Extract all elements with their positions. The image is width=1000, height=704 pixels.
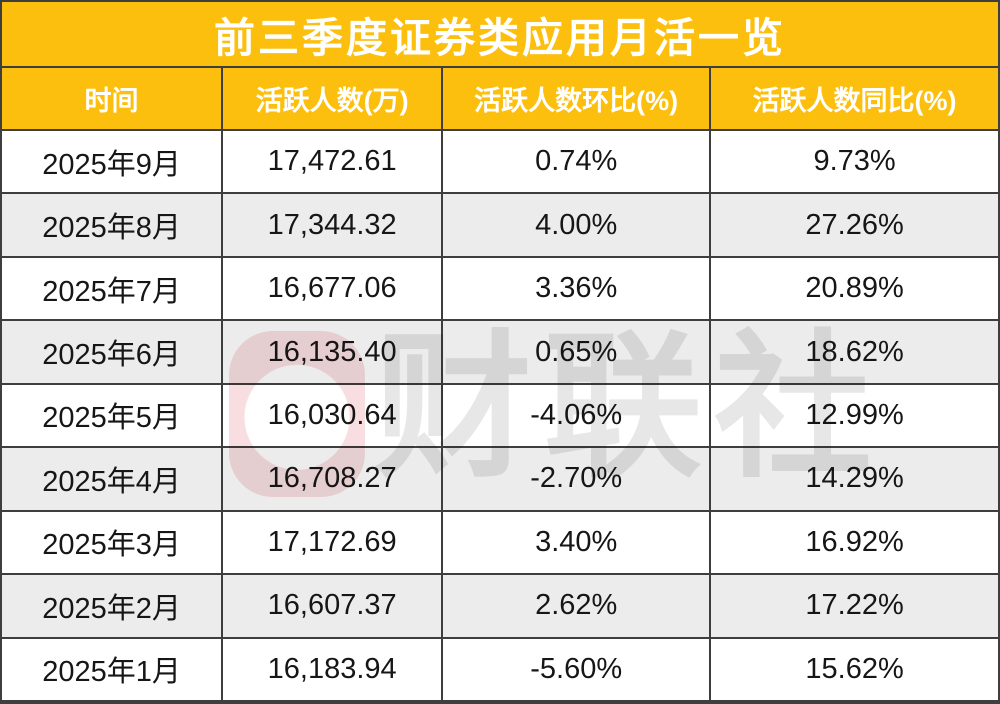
cell-mom: -4.06% xyxy=(443,384,712,447)
column-header-active: 活跃人数(万) xyxy=(223,68,444,129)
table-row: 2025年5月 16,030.64 -4.06% 12.99% xyxy=(2,384,998,449)
cell-mom: 3.36% xyxy=(443,257,712,320)
table-header-row: 时间 活跃人数(万) 活跃人数环比(%) 活跃人数同比(%) xyxy=(2,68,998,131)
cell-mom: 4.00% xyxy=(443,194,712,256)
table-row: 2025年1月 16,183.94 -5.60% 15.62% xyxy=(2,638,998,702)
cell-time: 2025年9月 xyxy=(2,131,224,193)
cell-time: 2025年6月 xyxy=(2,321,224,383)
cell-time: 2025年3月 xyxy=(2,511,224,574)
cell-active: 16,183.94 xyxy=(223,638,444,700)
cell-yoy: 27.26% xyxy=(805,208,904,241)
table-row: 2025年6月 16,135.40 0.65% 18.62% xyxy=(2,321,998,385)
table-row: 2025年3月 17,172.69 3.40% 16.92% xyxy=(2,511,998,576)
cell-yoy: 14.29% xyxy=(805,462,904,495)
cell-yoy: 12.99% xyxy=(805,398,904,431)
cell-yoy: 20.89% xyxy=(805,272,904,305)
cell-active: 17,472.61 xyxy=(223,131,444,193)
cell-time: 2025年4月 xyxy=(2,448,224,510)
cell-time: 2025年5月 xyxy=(2,384,224,447)
table-row: 2025年2月 16,607.37 2.62% 17.22% xyxy=(2,575,998,639)
cell-yoy: 16.92% xyxy=(805,525,904,558)
cell-active: 17,172.69 xyxy=(223,511,444,574)
cell-yoy: 18.62% xyxy=(805,335,904,368)
column-header-time: 时间 xyxy=(2,68,224,129)
cell-yoy: 17.22% xyxy=(805,589,904,622)
cell-time: 2025年1月 xyxy=(2,638,224,700)
column-header-mom: 活跃人数环比(%) xyxy=(443,68,712,129)
table-row: 2025年9月 17,472.61 0.74% 9.73% xyxy=(2,131,998,195)
cell-active: 16,030.64 xyxy=(223,384,444,447)
cell-mom: 0.65% xyxy=(443,321,712,383)
cell-active: 16,708.27 xyxy=(223,448,444,510)
table-row: 2025年4月 16,708.27 -2.70% 14.29% xyxy=(2,448,998,512)
cell-mom: 0.74% xyxy=(443,131,712,193)
cell-mom: 2.62% xyxy=(443,575,712,637)
table-title: 前三季度证券类应用月活一览 xyxy=(2,2,998,68)
cell-active: 16,677.06 xyxy=(223,257,444,320)
cell-active: 16,135.40 xyxy=(223,321,444,383)
table-row: 2025年8月 17,344.32 4.00% 27.26% xyxy=(2,194,998,258)
cell-mom: -2.70% xyxy=(443,448,712,510)
cell-yoy: 9.73% xyxy=(813,145,896,178)
cell-time: 2025年2月 xyxy=(2,575,224,637)
cell-active: 17,344.32 xyxy=(223,194,444,256)
table-row: 2025年7月 16,677.06 3.36% 20.89% xyxy=(2,257,998,322)
cell-mom: -5.60% xyxy=(443,638,712,700)
cell-yoy: 15.62% xyxy=(805,652,904,685)
cell-mom: 3.40% xyxy=(443,511,712,574)
cell-active: 16,607.37 xyxy=(223,575,444,637)
column-header-yoy: 活跃人数同比(%) xyxy=(752,86,957,116)
cell-time: 2025年8月 xyxy=(2,194,224,256)
cell-time: 2025年7月 xyxy=(2,257,224,320)
